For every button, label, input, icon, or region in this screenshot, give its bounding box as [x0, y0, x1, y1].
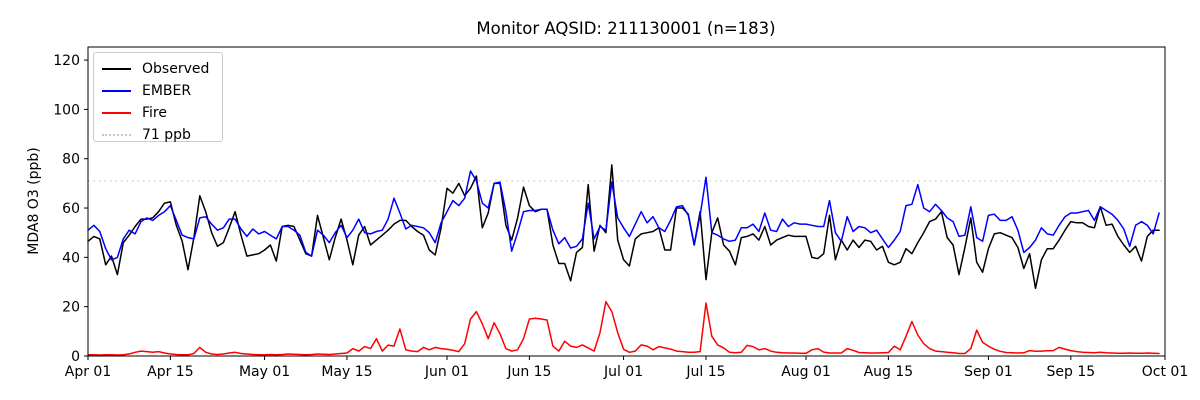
fire-line	[87, 300, 1160, 356]
y-axis-label: MDA8 O3 (ppb)	[26, 147, 42, 255]
x-tick-label: Sep 15	[1047, 364, 1096, 380]
legend: Observed EMBER Fire 71 ppb	[93, 52, 223, 142]
legend-label-fire: Fire	[142, 105, 167, 121]
x-tick-label: May 15	[321, 364, 372, 380]
chart-title: Monitor AQSID: 211130001 (n=183)	[476, 19, 775, 38]
legend-item-fire: Fire	[102, 102, 222, 124]
y-tick-label: 80	[62, 152, 80, 168]
x-tick-label: Jun 15	[506, 364, 551, 380]
y-tick-label: 20	[62, 300, 80, 316]
y-tick-label: 120	[53, 53, 80, 69]
y-tick-label: 60	[62, 201, 80, 217]
legend-label-71-ppb: 71 ppb	[142, 127, 191, 143]
y-tick-label: 0	[71, 349, 80, 365]
legend-line-71-ppb	[102, 134, 131, 136]
x-tick-label: Aug 01	[781, 364, 831, 380]
x-tick-label: Jul 15	[685, 364, 725, 380]
y-tick-label: 40	[62, 250, 80, 266]
legend-line-ember	[102, 90, 131, 92]
legend-item-71-ppb: 71 ppb	[102, 124, 222, 146]
x-tick-label: Sep 01	[964, 364, 1013, 380]
x-tick-label: Apr 15	[147, 364, 193, 380]
x-tick-label: May 01	[239, 364, 290, 380]
plot-border	[87, 46, 1166, 357]
ember-line	[87, 170, 1160, 261]
legend-item-observed: Observed	[102, 58, 222, 80]
observed-line	[87, 164, 1160, 289]
legend-item-ember: EMBER	[102, 80, 222, 102]
x-tick-label: Jun 01	[424, 364, 469, 380]
legend-label-ember: EMBER	[142, 83, 192, 99]
x-tick-label: Jul 01	[603, 364, 643, 380]
y-tick-label: 100	[53, 102, 80, 118]
legend-line-fire	[102, 112, 131, 114]
x-tick-label: Oct 01	[1142, 364, 1188, 380]
x-tick-label: Apr 01	[65, 364, 111, 380]
legend-line-observed	[102, 68, 131, 70]
x-tick-label: Aug 15	[864, 364, 914, 380]
legend-label-observed: Observed	[142, 61, 210, 77]
